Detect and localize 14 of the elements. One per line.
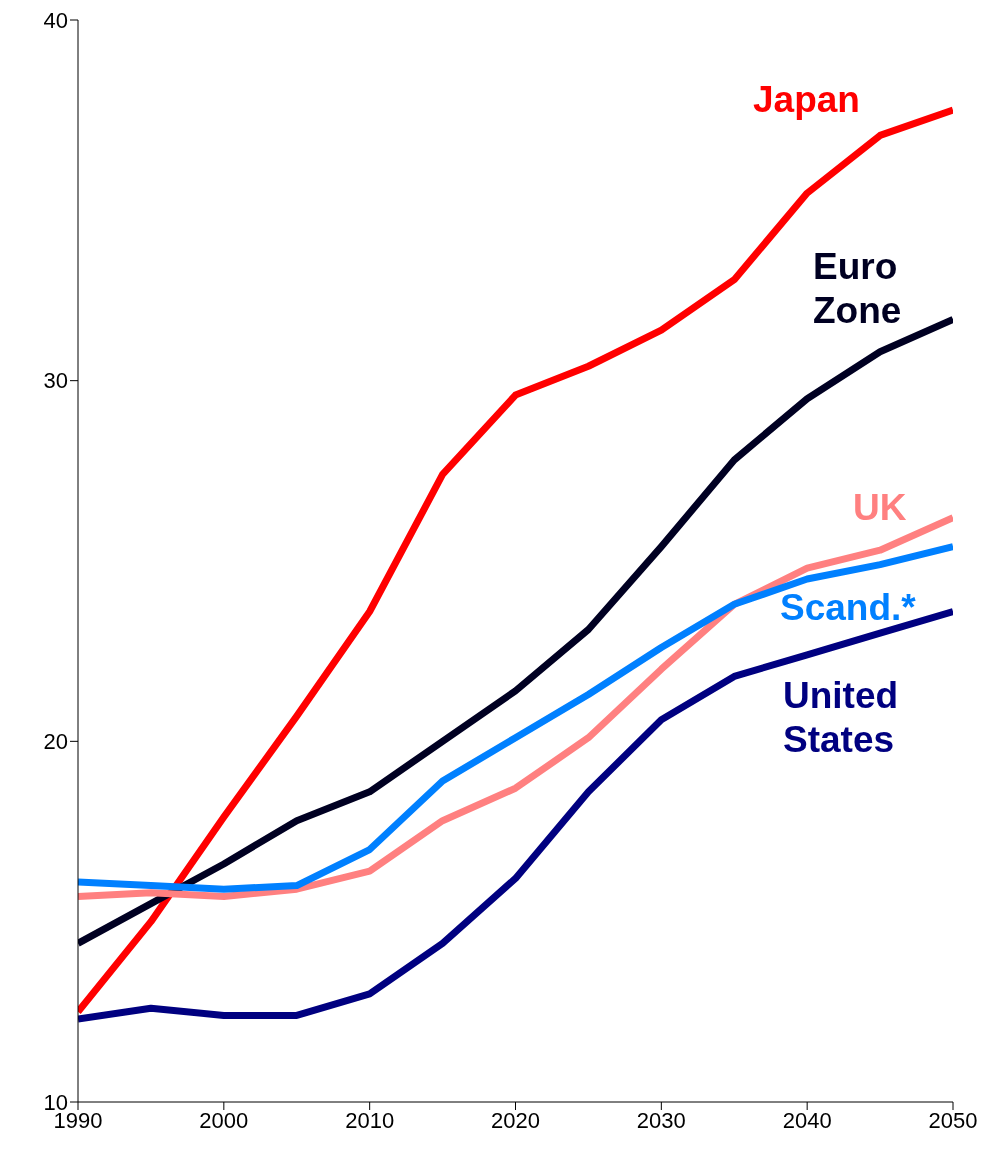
y-tick-label: 20 — [43, 729, 68, 755]
x-tick-label: 2010 — [345, 1107, 395, 1133]
x-tick-label: 2000 — [199, 1107, 249, 1133]
series-label: Scand.* — [780, 586, 917, 628]
y-tick-label: 30 — [43, 368, 68, 394]
series-label: Japan — [753, 79, 860, 121]
x-tick-label: 2040 — [782, 1107, 832, 1133]
series-label: UK — [853, 486, 907, 528]
x-tick-label: 2030 — [636, 1107, 686, 1133]
series-label: Euro Zone — [813, 246, 902, 332]
series-label: United States — [783, 675, 899, 761]
y-tick-label: 40 — [43, 7, 68, 33]
x-tick-label: 2050 — [928, 1107, 978, 1133]
x-tick-label: 2020 — [491, 1107, 540, 1133]
